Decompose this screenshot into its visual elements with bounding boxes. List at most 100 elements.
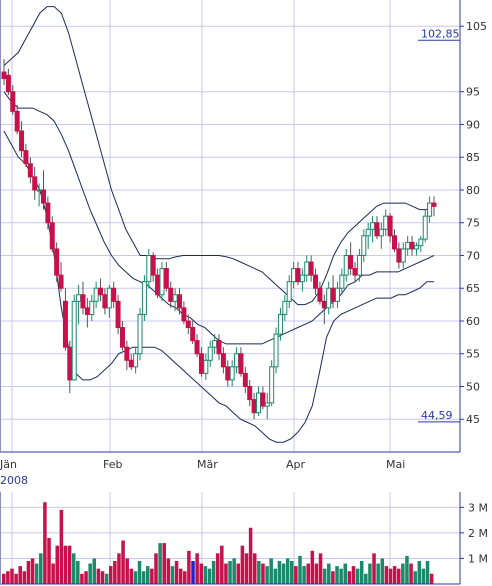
candle-61	[269, 360, 275, 407]
volume-bar-84	[347, 571, 352, 584]
candle-body	[255, 392, 261, 414]
volume-bar-19	[80, 573, 84, 584]
volume-bar-40	[166, 558, 171, 584]
candle-7	[32, 167, 38, 200]
volume-bar-51	[211, 561, 216, 584]
candle-body	[396, 248, 402, 263]
volume-bar-10	[43, 502, 47, 584]
candle-87	[383, 209, 389, 236]
candle-body	[321, 300, 327, 309]
candle-72	[317, 281, 323, 305]
volume-bar-24	[100, 571, 105, 584]
candle-body	[264, 402, 270, 407]
candle-body	[330, 287, 336, 302]
volume-bar-16	[67, 545, 72, 584]
volume-bar-6	[26, 561, 31, 584]
candle-33	[146, 248, 152, 289]
candle-98	[431, 196, 437, 217]
candle-9	[40, 170, 46, 210]
volume-bar-48	[199, 563, 203, 584]
candle-59	[260, 386, 266, 410]
volume-bar-77	[318, 553, 323, 584]
candle-body	[190, 327, 196, 342]
candle-2	[10, 85, 16, 115]
volume-bar-72	[298, 555, 302, 584]
candle-body	[269, 366, 275, 404]
candle-body	[251, 399, 257, 414]
candle-body	[32, 176, 38, 191]
candle-body	[356, 254, 362, 276]
candle-31	[137, 307, 143, 361]
x-tick-mar: Mär	[197, 458, 218, 471]
volume-bar-29	[121, 540, 125, 584]
volume-bar-36	[150, 568, 154, 584]
volume-bar-27	[113, 561, 117, 584]
volume-bar-58	[240, 545, 245, 584]
candle-90	[396, 242, 402, 269]
candle-body	[115, 300, 121, 329]
candle-67	[295, 262, 301, 285]
volume-tick-1m: 1 M	[468, 552, 488, 565]
volume-bar-13	[55, 545, 59, 584]
volume-bar-52	[215, 553, 220, 584]
band-lower	[3, 130, 434, 443]
candle-body	[242, 372, 248, 387]
candle-body	[427, 202, 433, 217]
x-tick-may: Mai	[386, 458, 405, 471]
candle-91	[400, 242, 406, 269]
volume-bar-20	[84, 571, 88, 584]
volume-bar-92	[380, 558, 385, 584]
candle-45	[198, 347, 204, 377]
y-tick-70: 70	[466, 249, 480, 262]
candle-47	[207, 340, 213, 367]
volume-bar-11	[47, 538, 51, 584]
candle-53	[234, 347, 240, 374]
volume-bar-49	[203, 566, 208, 584]
volume-bar-74	[306, 563, 310, 584]
volume-bar-12	[51, 563, 55, 584]
volume-bar-70	[290, 561, 294, 584]
candle-11	[49, 216, 55, 253]
candle-36	[159, 262, 165, 302]
candle-32	[141, 275, 147, 321]
candle-body	[313, 274, 319, 289]
candle-body	[216, 340, 222, 355]
volume-bar-68	[281, 563, 286, 584]
candle-body	[80, 294, 86, 309]
candle-46	[203, 353, 209, 380]
candle-body	[304, 261, 310, 276]
volume-bar-81	[335, 566, 339, 584]
candle-body	[334, 287, 340, 302]
volume-bar-32	[133, 571, 138, 584]
candle-25	[111, 281, 117, 308]
candle-body	[387, 215, 393, 237]
candle-37	[163, 262, 169, 292]
volume-bars	[2, 502, 434, 584]
candle-body	[299, 274, 305, 283]
candle-6	[27, 157, 33, 184]
candle-94	[413, 242, 419, 256]
candle-body	[198, 353, 204, 374]
candle-76	[334, 281, 340, 308]
x-tick-feb: Feb	[103, 458, 122, 471]
candle-body	[418, 238, 424, 247]
candle-34	[150, 252, 156, 282]
volume-bar-75	[310, 550, 315, 584]
candle-body	[89, 300, 95, 315]
volume-bar-73	[302, 566, 306, 584]
candle-body	[106, 287, 112, 309]
candle-26	[115, 294, 121, 335]
candle-body	[282, 300, 288, 315]
volume-bar-82	[339, 568, 343, 584]
candle-21	[93, 281, 99, 308]
volume-bar-9	[39, 553, 43, 584]
candle-44	[194, 334, 200, 358]
volume-bar-96	[396, 568, 401, 584]
volume-bar-57	[236, 563, 241, 584]
volume-bar-54	[224, 563, 228, 584]
candle-15	[67, 340, 73, 394]
candle-23	[102, 288, 108, 315]
candle-10	[45, 196, 51, 230]
candle-body	[163, 268, 169, 289]
candle-51	[225, 360, 231, 387]
